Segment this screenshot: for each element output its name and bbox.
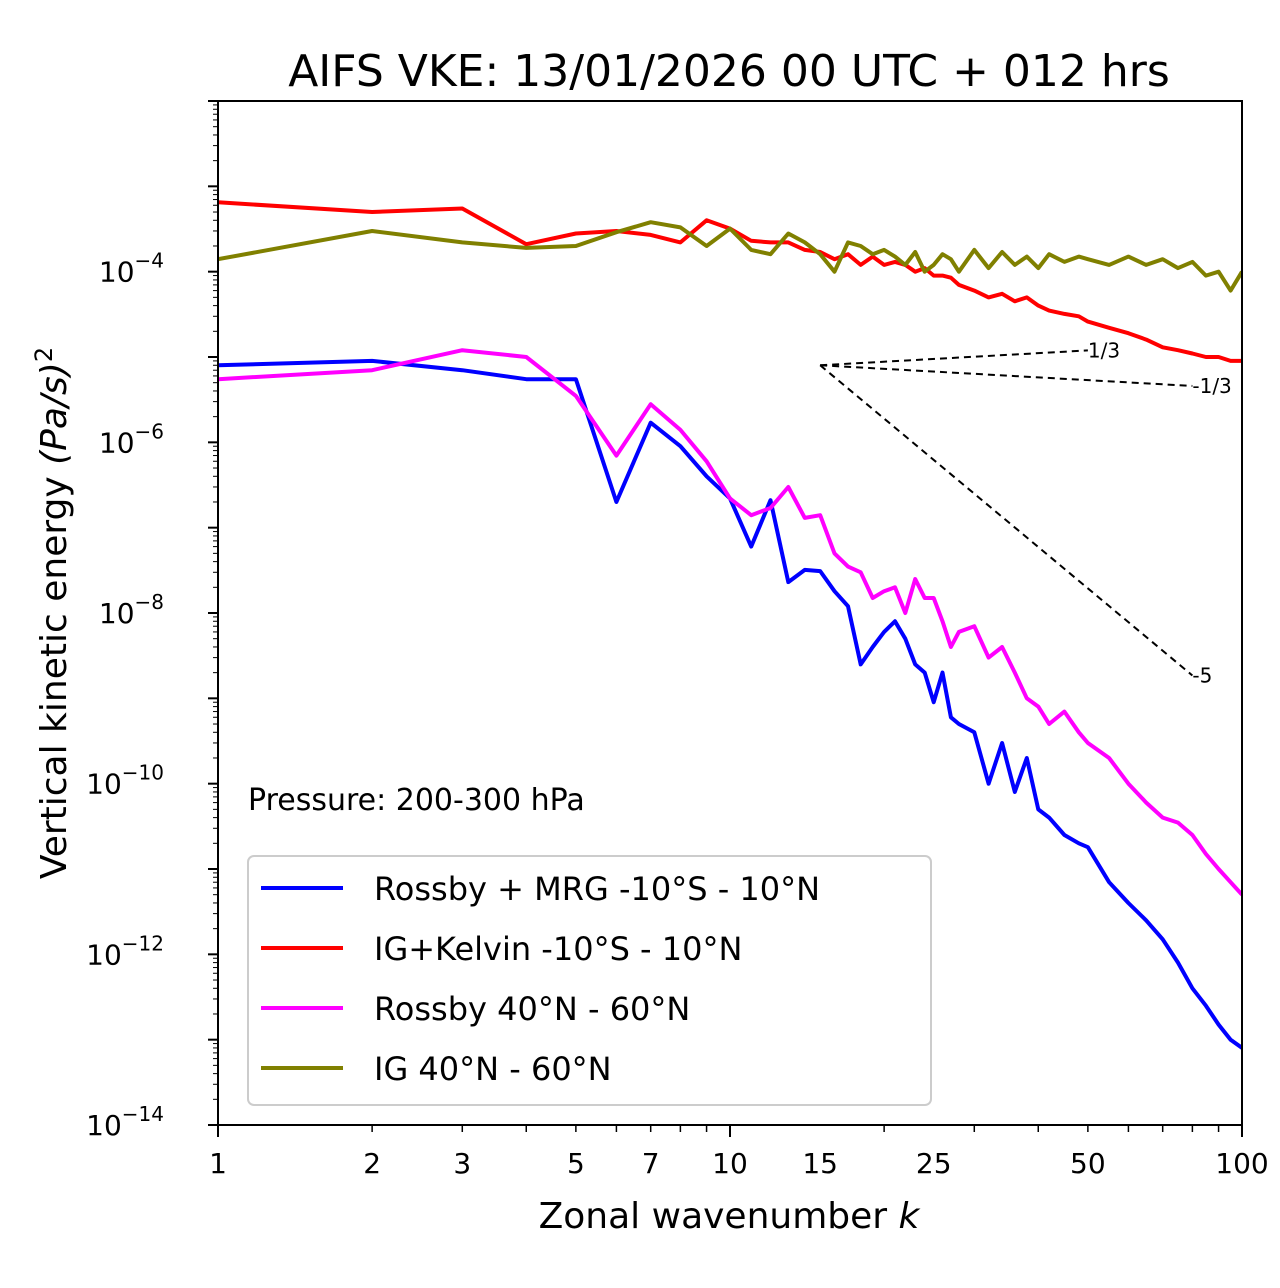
y-tick-label: 10−6	[99, 419, 164, 459]
y-tick-label: 10−4	[99, 249, 164, 289]
legend-box	[247, 855, 932, 1106]
series-line-2	[218, 348, 1242, 897]
pressure-annotation: Pressure: 200-300 hPa	[248, 783, 585, 818]
legend: Rossby + MRG -10°S - 10°N IG+Kelvin -10°S…	[247, 855, 932, 1106]
x-axis-label: Zonal wavenumber k	[539, 1196, 922, 1237]
legend-label: IG+Kelvin -10°S - 10°N	[374, 930, 742, 968]
slope-line-0	[820, 349, 1088, 367]
plot-frame	[217, 100, 1243, 1126]
slope-label: -1/3	[1192, 374, 1231, 398]
series-line-1	[218, 200, 1242, 363]
x-tick-label: 10	[712, 1147, 748, 1180]
slope-line-1	[820, 364, 1193, 387]
x-tick-label: 25	[916, 1147, 952, 1180]
slope-label: -5	[1192, 663, 1212, 687]
x-tick-label: 1	[209, 1147, 227, 1180]
x-axis-ticks: 1 2 3 5 7 10 15 25 50 100	[209, 1125, 1269, 1180]
x-tick-label: 5	[567, 1147, 585, 1180]
x-tick-label: 15	[802, 1147, 838, 1180]
y-axis-label: Vertical kinetic energy (Pa/s)2	[30, 347, 75, 879]
x-tick-label: 7	[642, 1147, 660, 1180]
legend-label: Rossby 40°N - 60°N	[374, 990, 690, 1028]
legend-label: Rossby + MRG -10°S - 10°N	[374, 870, 820, 908]
legend-label: IG 40°N - 60°N	[374, 1050, 612, 1088]
x-tick-label: 50	[1070, 1147, 1106, 1180]
chart-title: AIFS VKE: 13/01/2026 00 UTC + 012 hrs	[288, 46, 1170, 97]
slope-label: 1/3	[1088, 338, 1120, 362]
series-lines	[218, 200, 1242, 1050]
x-tick-label: 100	[1215, 1147, 1268, 1180]
series-line-0	[218, 358, 1242, 1050]
x-tick-label: 3	[453, 1147, 471, 1180]
series-line-3	[218, 220, 1242, 293]
slope-line-2	[819, 364, 1194, 677]
x-tick-label: 2	[363, 1147, 381, 1180]
reference-slopes: 1/3 -1/3 -5	[819, 338, 1232, 687]
